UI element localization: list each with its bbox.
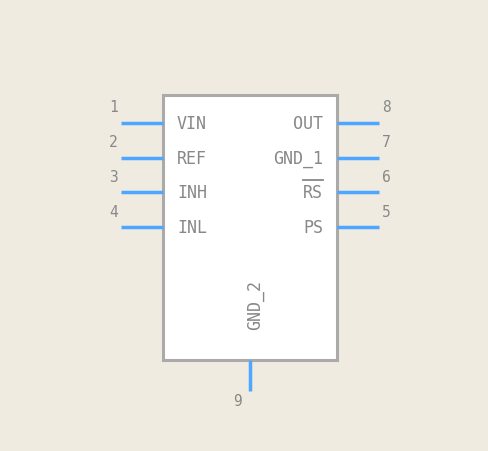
Text: 4: 4 — [109, 204, 118, 219]
Text: VIN: VIN — [177, 115, 207, 133]
Bar — [163, 96, 337, 360]
Text: RS: RS — [303, 184, 323, 202]
Text: OUT: OUT — [293, 115, 323, 133]
Text: 9: 9 — [233, 393, 242, 408]
Text: 8: 8 — [383, 100, 391, 115]
Text: INL: INL — [177, 219, 207, 237]
Text: GND_2: GND_2 — [246, 279, 264, 329]
Text: REF: REF — [177, 149, 207, 167]
Text: 2: 2 — [109, 135, 118, 150]
Text: 6: 6 — [383, 170, 391, 184]
Text: 7: 7 — [383, 135, 391, 150]
Text: INH: INH — [177, 184, 207, 202]
Text: 5: 5 — [383, 204, 391, 219]
Text: GND_1: GND_1 — [273, 149, 323, 167]
Text: 1: 1 — [109, 100, 118, 115]
Text: PS: PS — [303, 219, 323, 237]
Text: 3: 3 — [109, 170, 118, 184]
